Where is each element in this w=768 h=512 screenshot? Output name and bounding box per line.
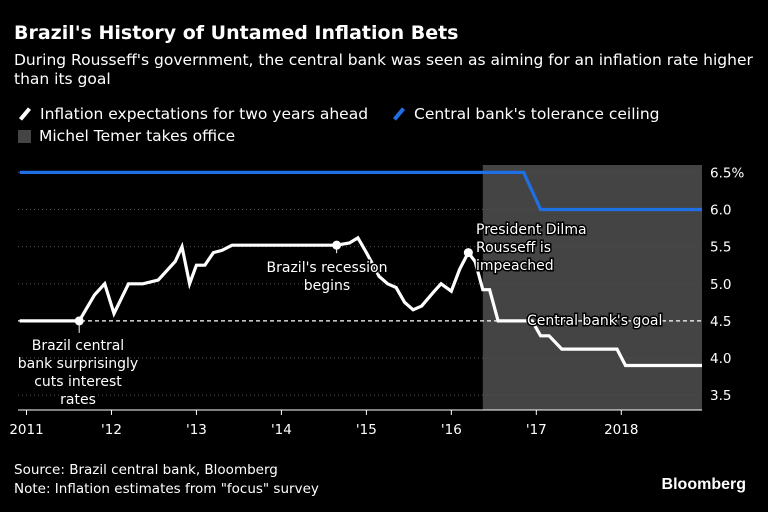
chart-title: Brazil's History of Untamed Inflation Be… [14,22,459,44]
event-marker-2 [463,248,473,258]
annotation-rate-cut: Brazil central bank surprisingly cuts inte… [18,338,138,408]
annotation-impeachment: President Dilma Rousseff is impeached [476,222,587,274]
annotation-impeachment-line-0: President Dilma [476,222,587,238]
legend-ceiling-label: Central bank's tolerance ceiling [414,105,660,123]
legend-expectations-label: Inflation expectations for two years ahe… [40,105,369,123]
annotation-goal-line-0: Central bank's goal [527,313,662,329]
annotation-rate-cut-line-0: Brazil central [32,338,124,354]
y-tick-label-0: 3.5 [710,388,731,404]
x-tick-label-3: '14 [271,422,292,438]
legend-gray-box-icon [18,129,31,143]
y-tick-label-4: 5.5 [710,240,731,256]
annotation-impeachment-line-2: impeached [476,258,554,274]
legend-ceiling: Central bank's tolerance ceiling [392,105,660,123]
bloomberg-logo: Bloomberg [661,476,746,493]
x-tick-label-4: '15 [356,422,377,438]
annotation-recession: Brazil's recession begins [267,260,388,294]
expectations-line [19,235,702,368]
x-tick-label-6: '17 [526,422,547,438]
annotation-rate-cut-line-3: rates [60,392,96,408]
temer-shaded-region [482,165,702,410]
x-tick-label-1: '12 [101,422,122,438]
ceiling-line [19,170,702,212]
y-tick-label-6: 6.5% [710,165,744,181]
x-tick-label-5: '16 [441,422,462,438]
legend-temer-label: Michel Temer takes office [39,127,236,145]
annotation-impeachment-line-1: Rousseff is [476,240,551,256]
x-tick-label-7: 2018 [604,422,638,438]
survey-note: Note: Inflation estimates from "focus" s… [14,481,319,497]
annotation-recession-line-1: begins [304,278,350,294]
y-tick-label-3: 5.0 [710,277,731,293]
x-tick-label-2: '13 [186,422,207,438]
source-note: Source: Brazil central bank, Bloomberg [14,462,278,478]
x-tick-label-0: 2011 [9,422,43,438]
y-tick-label-2: 4.5 [710,314,731,330]
y-tick-label-1: 4.0 [710,351,731,367]
annotation-goal: Central bank's goal [527,313,662,329]
annotation-recession-line-0: Brazil's recession [267,260,388,276]
annotation-rate-cut-line-2: cuts interest [34,374,122,390]
legend-expectations: Inflation expectations for two years ahe… [18,105,368,123]
legend-temer: Michel Temer takes office [18,127,235,145]
chart-subtitle: During Rousseff's government, the centra… [14,51,753,88]
y-tick-label-5: 6.0 [710,203,731,219]
annotation-rate-cut-line-1: bank surprisingly [18,356,138,372]
